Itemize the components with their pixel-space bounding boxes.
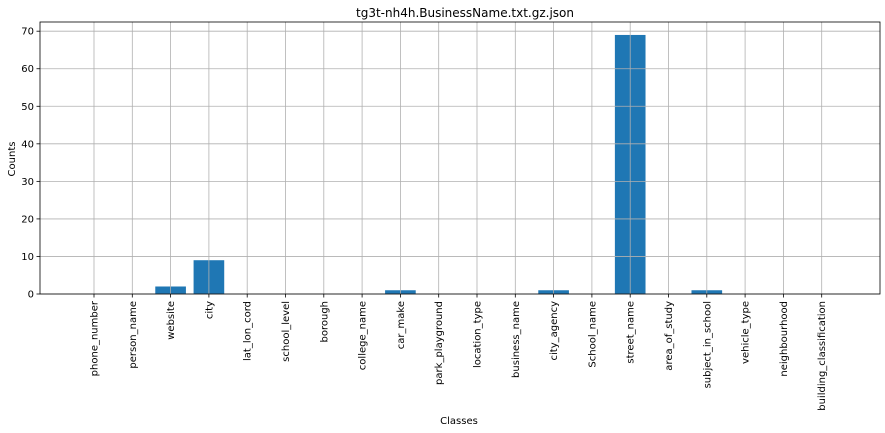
x-tick-label-vehicle-type: vehicle_type [741,301,752,364]
x-tick-label-school-name: School_name [587,301,598,368]
x-tick-label-college-name: college_name [358,301,369,370]
x-tick-label-lat-lon-cord: lat_lon_cord [243,301,254,361]
y-tick-label: 0 [28,290,34,301]
y-tick-label: 20 [21,214,34,225]
x-tick-label-city-agency: city_agency [549,301,560,361]
x-tick-label-street-name: street_name [626,301,637,364]
y-tick-label: 50 [21,102,34,113]
x-axis: phone_number person_name website city lat_lo… [90,294,828,411]
y-tick-label: 70 [21,27,34,38]
x-axis-label: Classes [440,416,478,427]
y-tick-label: 40 [21,139,34,150]
x-tick-label-person-name: person_name [128,301,139,369]
y-tick-label: 60 [21,64,34,75]
x-tick-label-business-name: business_name [511,301,522,378]
x-tick-label-phone-number: phone_number [90,300,101,376]
chart-title: tg3t-nh4h.BusinessName.txt.gz.json [356,6,574,20]
y-tick-label: 10 [21,252,34,263]
x-tick-label-area-of-study: area_of_study [664,301,675,371]
plot-frame [39,21,881,295]
y-axis-label: Counts [7,142,18,177]
grid [40,22,880,295]
x-tick-label-school-level: school_level [281,301,292,362]
x-tick-label-location-type: location_type [473,301,484,368]
x-tick-label-borough: borough [319,301,330,343]
x-tick-label-website: website [166,301,177,340]
y-tick-label: 30 [21,177,34,188]
x-tick-label-car-make: car_make [396,301,407,349]
y-axis: 0 10 20 30 40 50 60 70 [21,27,40,301]
x-tick-label-neighbourhood: neighbourhood [779,301,790,377]
x-tick-label-park-playground: park_playground [434,301,445,385]
x-tick-label-building-classification: building_classification [817,301,828,411]
x-tick-label-city: city [204,301,215,319]
x-tick-label-subject-in-school: subject_in_school [702,301,713,388]
